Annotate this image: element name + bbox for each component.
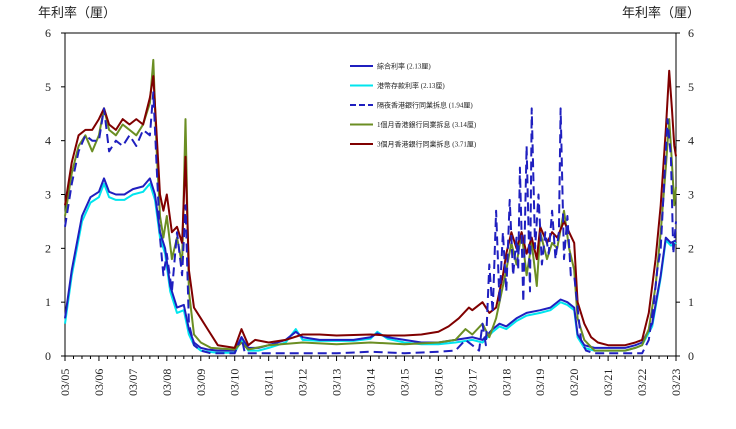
x-tick-label: 03/05 xyxy=(58,369,72,396)
x-tick-label: 03/15 xyxy=(397,369,411,396)
x-tick-label: 03/14 xyxy=(364,369,378,396)
y-tick-label-left: 6 xyxy=(45,26,51,40)
y-tick-label-right: 4 xyxy=(688,134,694,148)
legend-label: 3個月香港銀行同業拆息 (3.71厘) xyxy=(377,140,477,149)
y-axis-label-left: 年利率（厘） xyxy=(38,5,116,20)
series-line xyxy=(64,69,677,349)
y-tick-label-right: 5 xyxy=(688,80,694,94)
x-tick-label: 03/12 xyxy=(296,369,310,396)
y-tick-label-left: 2 xyxy=(45,241,51,255)
y-tick-label-left: 3 xyxy=(45,188,51,202)
x-tick-label: 03/19 xyxy=(533,369,547,396)
x-tick-label: 03/16 xyxy=(431,369,445,396)
x-tick-label: 03/07 xyxy=(126,369,140,396)
legend-label: 港幣存款利率 (2.13厘) xyxy=(377,81,445,90)
legend-label: 隔夜香港銀行同業拆息 (1.94厘) xyxy=(377,101,473,110)
y-tick-label-right: 0 xyxy=(688,349,694,363)
y-tick-label-right: 1 xyxy=(688,295,694,309)
x-tick-label: 03/11 xyxy=(262,369,276,396)
x-tick-label: 03/23 xyxy=(669,369,683,396)
x-tick-label: 03/21 xyxy=(601,369,615,396)
legend-label: 綜合利率 (2.13厘) xyxy=(377,62,431,71)
x-tick-label: 03/09 xyxy=(194,369,208,396)
x-tick-label: 03/06 xyxy=(92,369,106,396)
legend: 綜合利率 (2.13厘) 港幣存款利率 (2.13厘) 隔夜香港銀行同業拆息 (1.… xyxy=(350,62,477,149)
series-line xyxy=(64,58,677,352)
x-tick-label: 03/22 xyxy=(635,369,649,396)
x-tick-label: 03/17 xyxy=(465,369,479,396)
x-tick-label: 03/10 xyxy=(228,369,242,396)
plot-frame xyxy=(64,32,677,357)
y-axis-label-right: 年利率（厘） xyxy=(622,5,700,20)
y-tick-label-right: 6 xyxy=(688,26,694,40)
series-group xyxy=(64,58,677,355)
x-tick-label: 03/08 xyxy=(160,369,174,396)
x-tick-label: 03/20 xyxy=(567,369,581,396)
series-line xyxy=(64,91,677,355)
legend-label: 1個月香港銀行同業拆息 (3.14厘) xyxy=(377,120,477,129)
y-tick-label-left: 0 xyxy=(45,349,51,363)
y-tick-label-left: 4 xyxy=(45,134,51,148)
y-tick-label-right: 2 xyxy=(688,241,694,255)
y-tick-label-right: 3 xyxy=(688,188,694,202)
x-tick-label: 03/13 xyxy=(330,369,344,396)
axes-group: 0 0 1 1 2 2 3 3 4 4 5 5 6 6 03/05 03/06 03/07 03/08 03/09 0… xyxy=(45,26,694,396)
x-tick-label: 03/18 xyxy=(499,369,513,396)
y-tick-label-left: 1 xyxy=(45,295,51,309)
y-tick-label-left: 5 xyxy=(45,80,51,94)
